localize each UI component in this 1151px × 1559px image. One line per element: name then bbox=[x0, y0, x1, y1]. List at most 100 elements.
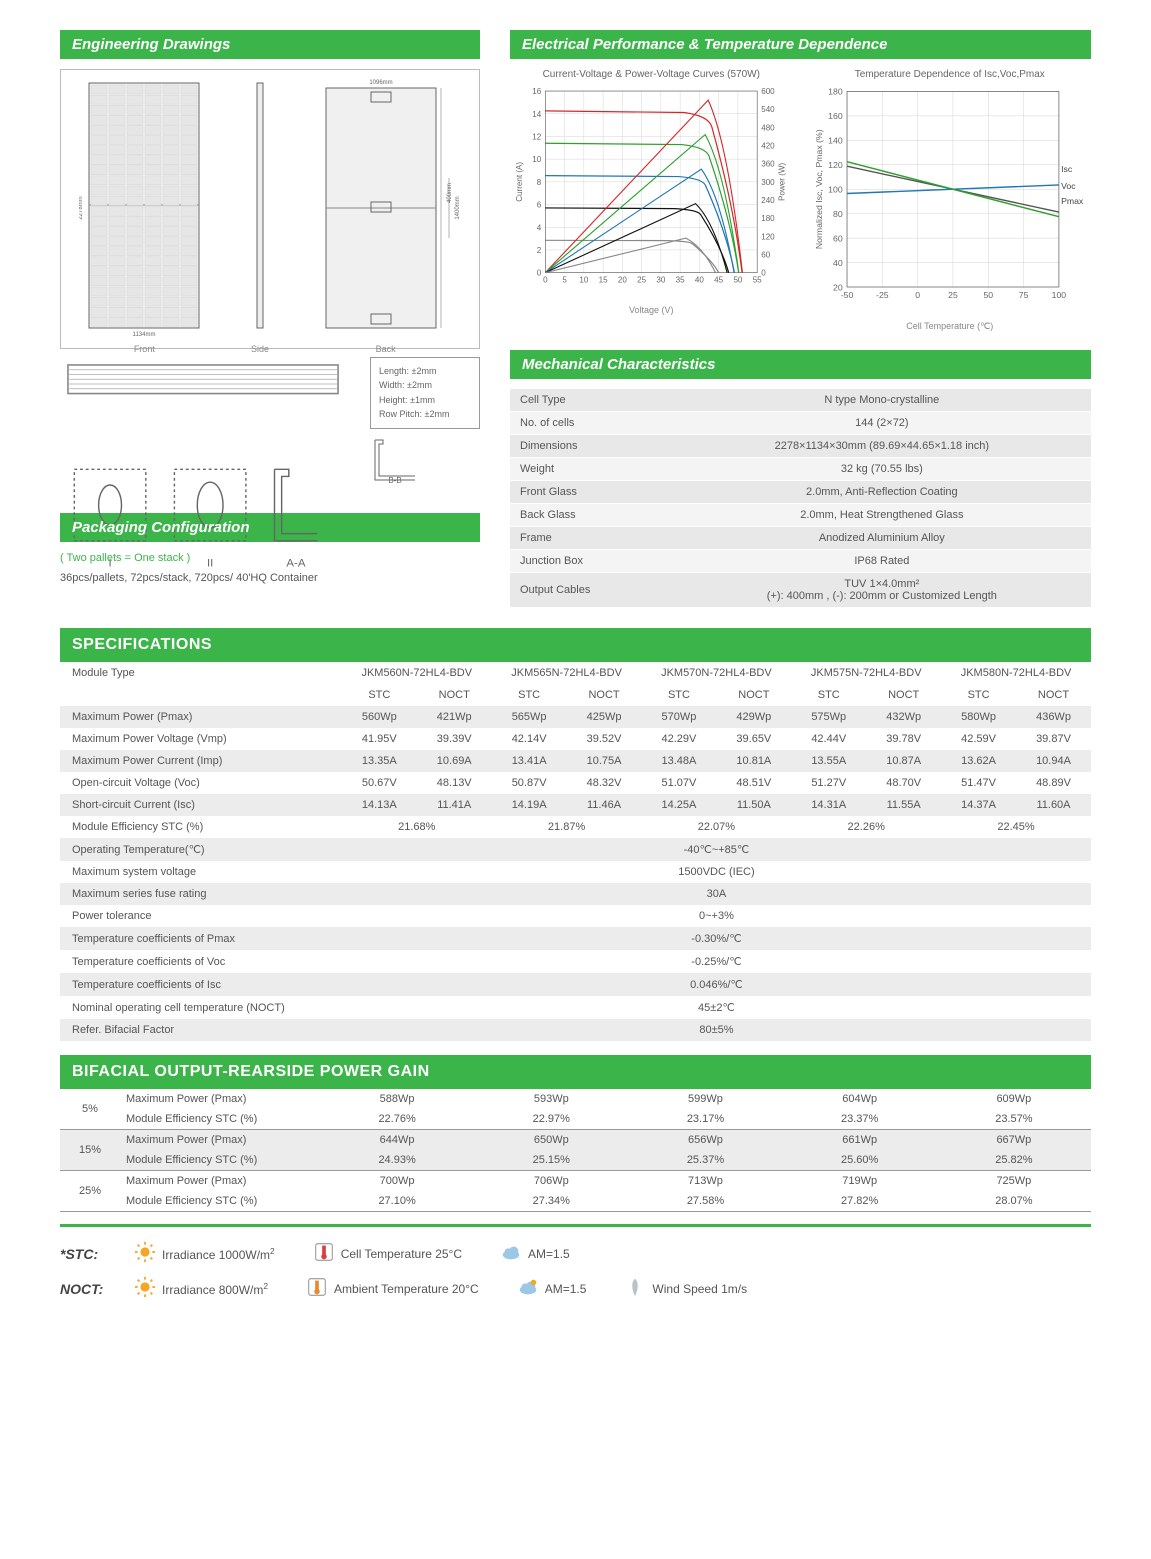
spec-row: Maximum Power Current (Imp)13.35A10.69A1… bbox=[60, 750, 1091, 772]
footer-item-text: Cell Temperature 25°C bbox=[341, 1247, 462, 1261]
footer-item-text: AM=1.5 bbox=[528, 1247, 570, 1261]
spec-row: Operating Temperature(℃)-40℃~+85℃ bbox=[60, 838, 1091, 861]
mech-row: Back Glass2.0mm, Heat Strengthened Glass bbox=[510, 504, 1091, 527]
svg-text:160: 160 bbox=[828, 111, 843, 121]
spec-row: Maximum series fuse rating30A bbox=[60, 883, 1091, 905]
svg-text:5: 5 bbox=[562, 276, 567, 285]
temp-chart: -50-25025507510020406080100120140160180I… bbox=[809, 86, 1092, 314]
svg-text:-25: -25 bbox=[876, 290, 889, 300]
spec-row: Temperature coefficients of Voc-0.25%/℃ bbox=[60, 950, 1091, 973]
spec-row: Power tolerance0~+3% bbox=[60, 905, 1091, 927]
footer-item-text: Irradiance 800W/m2 bbox=[162, 1281, 268, 1297]
mech-row: Junction BoxIP68 Rated bbox=[510, 550, 1091, 573]
svg-text:480: 480 bbox=[761, 123, 775, 132]
svg-text:120: 120 bbox=[828, 160, 843, 170]
footer-item: Irradiance 1000W/m2 bbox=[134, 1241, 275, 1266]
temp-chart-box: Temperature Dependence of Isc,Voc,Pmax -… bbox=[809, 69, 1092, 332]
tolerance-box: Length: ±2mm Width: ±2mm Height: ±1mm Ro… bbox=[370, 357, 480, 429]
mech-row: Cell TypeN type Mono-crystalline bbox=[510, 389, 1091, 412]
svg-text:0: 0 bbox=[915, 290, 920, 300]
engineering-header: Engineering Drawings bbox=[60, 30, 480, 59]
svg-text:30: 30 bbox=[656, 276, 665, 285]
sun-icon bbox=[134, 1276, 156, 1301]
spec-row: Maximum Power Voltage (Vmp)41.95V39.39V4… bbox=[60, 728, 1091, 750]
spec-row: Short-circuit Current (Isc)14.13A11.41A1… bbox=[60, 794, 1091, 816]
svg-text:100: 100 bbox=[828, 184, 843, 194]
svg-text:Power (W): Power (W) bbox=[777, 162, 786, 200]
iv-chart-box: Current-Voltage & Power-Voltage Curves (… bbox=[510, 69, 793, 332]
mech-value: TUV 1×4.0mm²(+): 400mm , (-): 200mm or C… bbox=[673, 573, 1091, 608]
temp-xlabel: Cell Temperature (℃) bbox=[809, 321, 1092, 332]
svg-text:240: 240 bbox=[761, 196, 775, 205]
svg-text:35: 35 bbox=[676, 276, 685, 285]
svg-text:10: 10 bbox=[579, 276, 588, 285]
spec-row: Nominal operating cell temperature (NOCT… bbox=[60, 996, 1091, 1019]
svg-text:0: 0 bbox=[543, 276, 548, 285]
tol-height: Height: ±1mm bbox=[379, 393, 471, 407]
packaging-text: 36pcs/pallets, 72pcs/stack, 720pcs/ 40'H… bbox=[60, 572, 480, 584]
mech-row: Output CablesTUV 1×4.0mm²(+): 400mm , (-… bbox=[510, 573, 1091, 608]
footer-tag: NOCT: bbox=[60, 1281, 122, 1297]
svg-text:Pmax: Pmax bbox=[1061, 196, 1084, 206]
mechanical-header: Mechanical Characteristics bbox=[510, 350, 1091, 379]
label-drawing bbox=[60, 357, 346, 452]
svg-text:0: 0 bbox=[537, 269, 542, 278]
svg-text:Voc: Voc bbox=[1061, 181, 1076, 191]
mech-row: No. of cells144 (2×72) bbox=[510, 412, 1091, 435]
svg-text:120: 120 bbox=[761, 232, 775, 241]
footer-item-text: Irradiance 1000W/m2 bbox=[162, 1246, 275, 1262]
svg-text:A-A: A-A bbox=[286, 558, 305, 570]
mech-label: Output Cables bbox=[510, 573, 673, 608]
bif-row: Module Efficiency STC (%)27.10%27.34%27.… bbox=[60, 1191, 1091, 1211]
mech-value: 32 kg (70.55 lbs) bbox=[673, 458, 1091, 481]
svg-text:25: 25 bbox=[948, 290, 958, 300]
bifacial-table: 5%Maximum Power (Pmax)588Wp593Wp599Wp604… bbox=[60, 1089, 1091, 1212]
svg-text:100: 100 bbox=[1051, 290, 1066, 300]
svg-text:60: 60 bbox=[833, 233, 843, 243]
footer-conditions: *STC: Irradiance 1000W/m2 Cell Temperature… bbox=[60, 1241, 1091, 1301]
footer-item: AM=1.5 bbox=[517, 1276, 587, 1301]
svg-text:2278mm: 2278mm bbox=[79, 196, 84, 219]
footer-item: Wind Speed 1m/s bbox=[624, 1276, 747, 1301]
mechanical-table: Cell TypeN type Mono-crystallineNo. of c… bbox=[510, 389, 1091, 608]
side-caption: Side bbox=[250, 344, 270, 354]
iv-xlabel: Voltage (V) bbox=[510, 305, 793, 315]
svg-text:Isc: Isc bbox=[1061, 164, 1073, 174]
bif-row: Module Efficiency STC (%)24.93%25.15%25.… bbox=[60, 1150, 1091, 1170]
specs-header: SPECIFICATIONS bbox=[60, 628, 1091, 662]
svg-text:8: 8 bbox=[537, 178, 542, 187]
engineering-panel: 2278mm 1134mm Front Side bbox=[60, 69, 480, 349]
spec-row: Temperature coefficients of Pmax-0.30%/℃ bbox=[60, 927, 1091, 950]
svg-text:Current (A): Current (A) bbox=[515, 162, 524, 202]
spec-row: Module Efficiency STC (%)21.68%21.87%22.… bbox=[60, 816, 1091, 838]
tol-width: Width: ±2mm bbox=[379, 378, 471, 392]
svg-text:40: 40 bbox=[695, 276, 704, 285]
spec-table: Module TypeJKM560N-72HL4-BDVJKM565N-72HL… bbox=[60, 662, 1091, 1041]
footer-item: Ambient Temperature 20°C bbox=[306, 1276, 479, 1301]
bif-row: 5%Maximum Power (Pmax)588Wp593Wp599Wp604… bbox=[60, 1089, 1091, 1109]
svg-text:75: 75 bbox=[1018, 290, 1028, 300]
mech-label: Front Glass bbox=[510, 481, 673, 504]
svg-text:B-B: B-B bbox=[388, 476, 401, 485]
svg-text:1134mm: 1134mm bbox=[133, 332, 156, 338]
svg-text:80: 80 bbox=[833, 209, 843, 219]
svg-text:400mm: 400mm bbox=[447, 183, 453, 203]
mech-label: Junction Box bbox=[510, 550, 673, 573]
svg-text:20: 20 bbox=[618, 276, 627, 285]
mech-label: No. of cells bbox=[510, 412, 673, 435]
thermo-orange-icon bbox=[306, 1276, 328, 1301]
bif-row: Module Efficiency STC (%)22.76%22.97%23.… bbox=[60, 1109, 1091, 1129]
mech-row: Front Glass2.0mm, Anti-Reflection Coatin… bbox=[510, 481, 1091, 504]
svg-text:16: 16 bbox=[532, 87, 541, 96]
mech-row: FrameAnodized Aluminium Alloy bbox=[510, 527, 1091, 550]
svg-text:1400mm: 1400mm bbox=[455, 196, 461, 219]
spec-row: Temperature coefficients of Isc0.046%/℃ bbox=[60, 973, 1091, 996]
front-caption: Front bbox=[79, 344, 209, 354]
footer-tag: *STC: bbox=[60, 1246, 122, 1262]
mech-row: Weight32 kg (70.55 lbs) bbox=[510, 458, 1091, 481]
bif-row: 15%Maximum Power (Pmax)644Wp650Wp656Wp66… bbox=[60, 1130, 1091, 1151]
svg-text:15: 15 bbox=[599, 276, 608, 285]
svg-text:50: 50 bbox=[983, 290, 993, 300]
mech-label: Dimensions bbox=[510, 435, 673, 458]
mech-label: Back Glass bbox=[510, 504, 673, 527]
